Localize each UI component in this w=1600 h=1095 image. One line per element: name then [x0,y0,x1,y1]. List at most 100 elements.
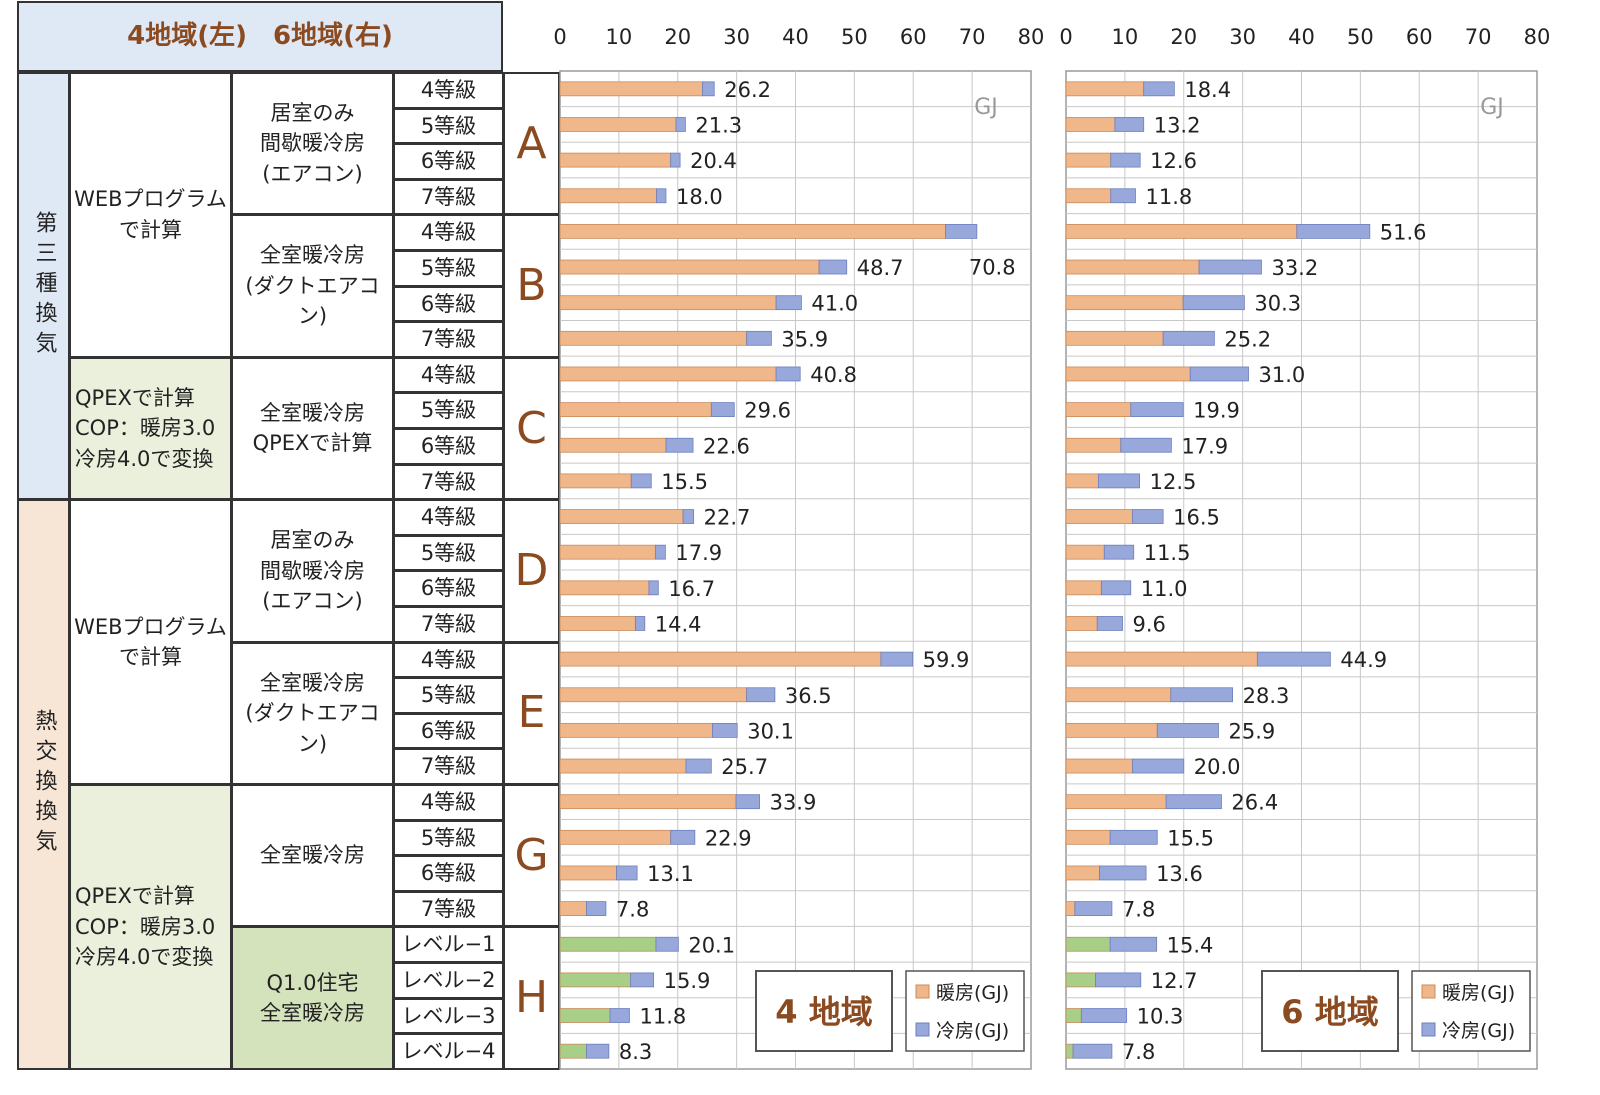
bar-heating [1065,437,1122,453]
bar-cooling [1198,259,1262,275]
bar-cooling [685,758,712,774]
bar-heating [1065,1043,1074,1059]
bar-heating [1065,616,1098,631]
bar-cooling [1130,402,1184,418]
legend-box [905,970,1025,1052]
table-header-title: 4地域(左) 6地域(右) [17,1,503,72]
bar-cooling [670,829,696,845]
region-box [755,970,893,1052]
bar-cooling [702,81,715,97]
data-label: 25.2 [1224,327,1271,351]
bar-heating [1065,402,1132,418]
x-tick-label: 10 [606,25,633,49]
region-label: 4 地域 [775,993,872,1031]
unit-label: GJ [1480,95,1504,120]
data-label: 35.9 [781,327,828,351]
bar-heating [1065,794,1167,810]
bar-heating [559,651,882,667]
data-label: 15.9 [664,969,711,993]
bar-cooling [1109,829,1158,845]
bar-cooling [1182,295,1245,311]
data-label: 17.9 [1181,434,1228,458]
calc-method: QPEXで計算 COP：暖房3.0 冷房4.0で変換 [69,784,232,1070]
bar-heating [1065,865,1100,881]
bar-heating [559,295,777,311]
bar-cooling [1114,117,1145,132]
bar-cooling [775,366,801,382]
bar-heating [559,1043,587,1059]
data-label: 40.8 [810,363,857,387]
data-label: 19.9 [1193,399,1240,423]
bar-cooling [586,1043,610,1059]
legend-label-heating: 暖房(GJ) [1442,982,1515,1004]
data-label: 16.7 [668,577,715,601]
bar-heating [559,687,748,703]
data-label: 15.5 [661,470,708,494]
x-tick-label: 50 [1347,25,1374,49]
bar-cooling [655,936,679,952]
bar-heating [559,794,737,810]
data-label: 28.3 [1243,684,1290,708]
data-label: 9.6 [1133,612,1166,636]
data-label: 17.9 [675,541,722,565]
hvac-system: 全室暖冷房 (ダクトエアコン) [231,641,394,785]
data-label: 30.1 [747,719,794,743]
data-label: 18.0 [676,185,723,209]
data-label: 30.3 [1254,292,1301,316]
x-tick-label: 70 [959,25,986,49]
data-label: 16.5 [1173,506,1220,530]
bar-cooling [630,972,655,988]
grade-label: 7等級 [393,178,504,216]
data-label: 25.9 [1228,719,1275,743]
hvac-system: 全室暖冷房 QPEXで計算 [231,356,394,501]
legend-swatch-cooling [1421,1022,1436,1037]
data-label: 12.5 [1150,470,1197,494]
bar-cooling [586,901,607,917]
x-tick-label: 10 [1112,25,1139,49]
bar-heating [1065,758,1133,774]
bar-cooling [945,223,978,239]
bar-heating [559,366,777,382]
bar-cooling [746,687,776,703]
bar-heating [559,972,632,988]
bar-cooling [1072,1043,1113,1059]
hvac-system: 居室のみ 間歇暖冷房 (エアコン) [231,499,394,643]
bar-heating [1065,544,1105,560]
bar-heating [559,544,656,560]
bar-cooling [1156,722,1219,738]
bar-heating [1065,829,1111,845]
bar-heating [559,330,748,346]
data-label: 15.4 [1167,933,1214,957]
data-label: 13.2 [1154,113,1201,137]
bar-heating [1065,936,1111,952]
x-tick-label: 80 [1524,25,1551,49]
group-letter: D [503,499,560,643]
bar-cooling [1189,366,1249,382]
region-label: 6 地域 [1281,993,1378,1031]
group-letter: H [503,926,560,1070]
data-label: 20.1 [688,933,735,957]
bar-heating [559,865,617,881]
bar-heating [559,829,672,845]
bar-cooling [880,651,914,667]
data-label: 13.6 [1156,862,1203,886]
data-label: 26.4 [1231,791,1278,815]
hvac-system: Q1.0住宅 全室暖冷房 [231,926,394,1070]
bar-cooling [735,794,760,810]
x-tick-label: 20 [664,25,691,49]
bar-cooling [670,152,681,168]
group-letter: E [503,641,560,785]
bar-heating [1065,1008,1082,1023]
bar-cooling [656,188,667,204]
data-label: 26.2 [724,78,771,102]
bar-heating [559,117,677,132]
x-tick-label: 30 [1229,25,1256,49]
data-label: 36.5 [785,684,832,708]
grade-label: レベル−2 [393,962,504,999]
legend-label-heating: 暖房(GJ) [936,982,1009,1004]
bar-heating [559,901,587,917]
bar-heating [1065,330,1164,346]
grade-label: レベル−4 [393,1033,504,1070]
bar-heating [559,188,657,204]
bar-heating [559,758,687,774]
